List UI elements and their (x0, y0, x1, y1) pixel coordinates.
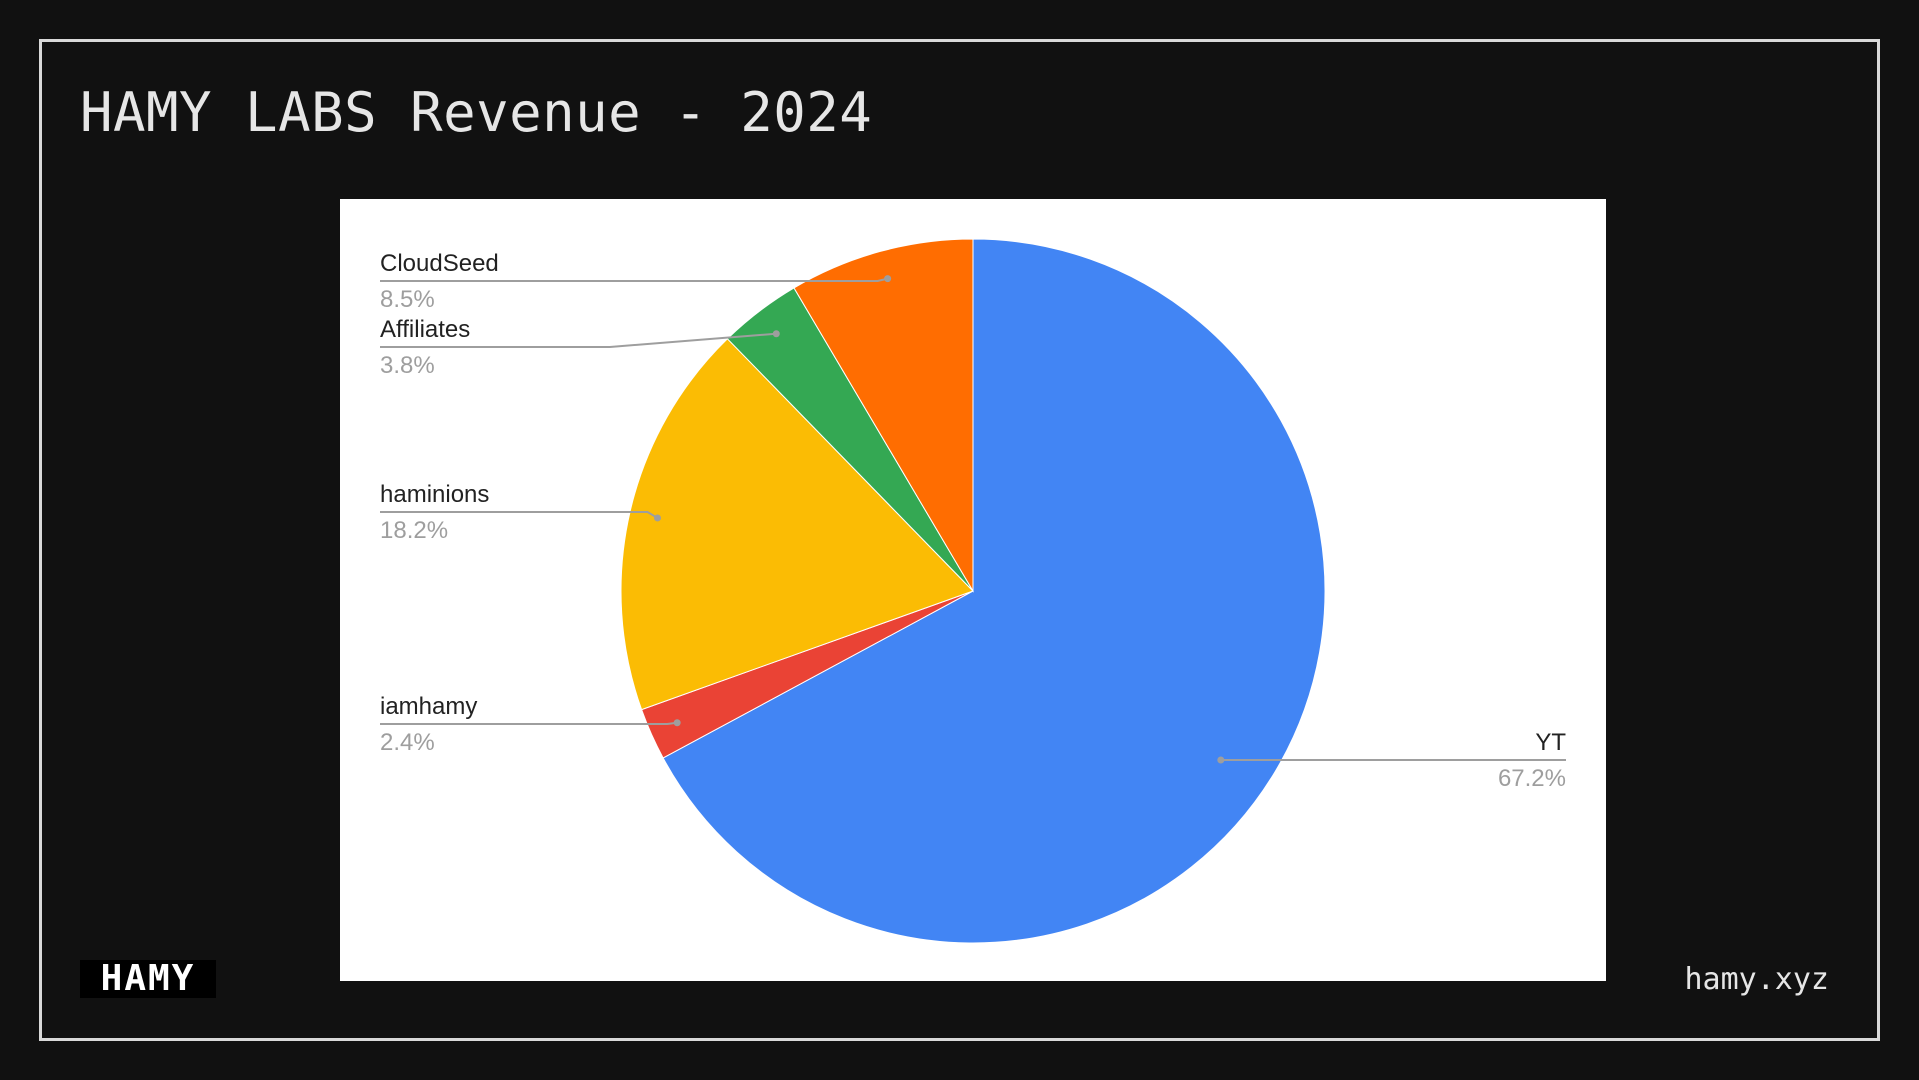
slice-label-iamhamy: iamhamy (380, 693, 477, 720)
leader-line-iamhamy (380, 721, 678, 725)
site-url: hamy.xyz (1684, 962, 1830, 997)
hamy-logo: HAMY (80, 960, 216, 998)
leader-dot-affiliates (772, 330, 780, 338)
leader-dot-cloudseed (884, 275, 892, 283)
pie-slice-yt (662, 238, 1326, 944)
slice-label-affiliates: Affiliates (380, 316, 470, 343)
slide-frame (39, 39, 1880, 1041)
slice-percent-cloudseed: 8.5% (380, 286, 435, 313)
leader-dot-iamhamy (673, 719, 681, 727)
slice-label-cloudseed: CloudSeed (380, 250, 499, 277)
slice-percent-affiliates: 3.8% (380, 352, 435, 379)
slice-percent-iamhamy: 2.4% (380, 729, 435, 756)
slide-title: HAMY LABS Revenue - 2024 (80, 81, 873, 144)
pie-slices (620, 238, 1326, 944)
slice-percent-yt: 67.2% (1498, 765, 1566, 792)
leader-dot-yt (1217, 756, 1225, 764)
pie-labels: YT 67.2% iamhamy 2.4% haminions 18.2% Affiliat… (380, 250, 1566, 792)
slice-label-haminions: haminions (380, 481, 489, 508)
slice-percent-haminions: 18.2% (380, 517, 448, 544)
pie-chart: YT 67.2% iamhamy 2.4% haminions 18.2% Affiliat… (380, 238, 1566, 944)
leader-line-haminions (380, 511, 659, 519)
slice-label-yt: YT (1535, 729, 1566, 756)
pie-chart-panel: YT 67.2% iamhamy 2.4% haminions 18.2% Affiliat… (340, 199, 1606, 981)
leader-line-affiliates (380, 332, 777, 348)
leader-dot-haminions (654, 514, 662, 522)
